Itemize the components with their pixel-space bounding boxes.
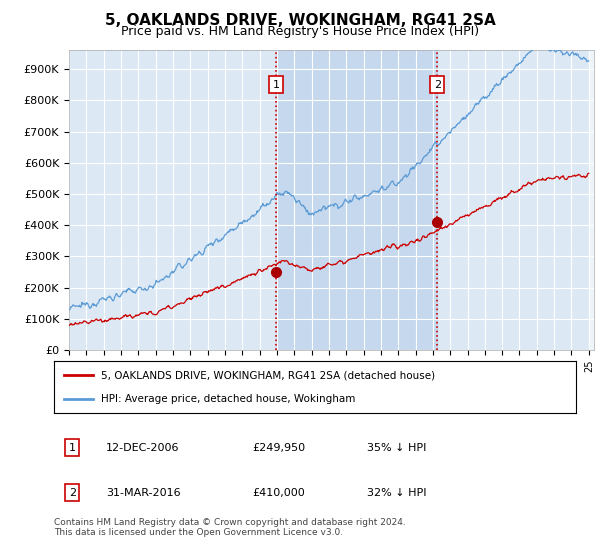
Text: 31-MAR-2016: 31-MAR-2016	[106, 488, 181, 497]
Text: £249,950: £249,950	[253, 443, 305, 452]
Text: 35% ↓ HPI: 35% ↓ HPI	[367, 443, 427, 452]
Text: 12-DEC-2006: 12-DEC-2006	[106, 443, 180, 452]
Text: Contains HM Land Registry data © Crown copyright and database right 2024.
This d: Contains HM Land Registry data © Crown c…	[54, 518, 406, 538]
Text: Price paid vs. HM Land Registry's House Price Index (HPI): Price paid vs. HM Land Registry's House …	[121, 25, 479, 39]
Text: HPI: Average price, detached house, Wokingham: HPI: Average price, detached house, Woki…	[101, 394, 355, 404]
Text: 32% ↓ HPI: 32% ↓ HPI	[367, 488, 427, 497]
Bar	[276, 50, 437, 350]
Text: 5, OAKLANDS DRIVE, WOKINGHAM, RG41 2SA (detached house): 5, OAKLANDS DRIVE, WOKINGHAM, RG41 2SA (…	[101, 370, 435, 380]
Text: 2: 2	[69, 488, 76, 497]
Text: 5, OAKLANDS DRIVE, WOKINGHAM, RG41 2SA: 5, OAKLANDS DRIVE, WOKINGHAM, RG41 2SA	[104, 13, 496, 28]
Text: 1: 1	[69, 443, 76, 452]
Text: 1: 1	[272, 80, 280, 90]
Text: £410,000: £410,000	[253, 488, 305, 497]
Text: 2: 2	[434, 80, 441, 90]
